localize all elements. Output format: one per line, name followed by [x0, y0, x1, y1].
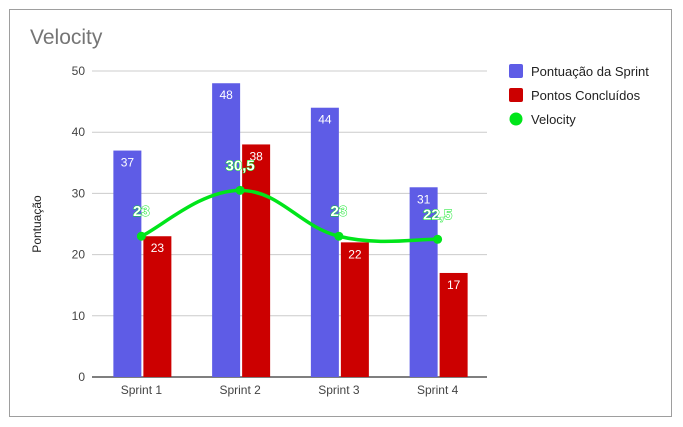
bar-data-label: 48: [219, 88, 233, 102]
x-tick-label: Sprint 2: [219, 383, 261, 397]
y-tick-label: 40: [72, 125, 86, 139]
bar-data-label: 31: [417, 192, 431, 206]
legend-swatch: [509, 112, 523, 126]
chart-title: Velocity: [30, 26, 103, 49]
velocity-point: [433, 234, 443, 244]
velocity-data-label: 23: [133, 203, 150, 220]
bar-data-label: 37: [121, 156, 135, 170]
x-axis-ticks: Sprint 1 Sprint 2 Sprint 3 Sprint 4: [121, 383, 459, 397]
velocity-data-label: 22,5: [423, 206, 452, 223]
bar-data-label: 22: [348, 247, 362, 261]
bar-data-label: 23: [151, 241, 165, 255]
x-tick-label: Sprint 3: [318, 383, 360, 397]
y-tick-label: 50: [72, 64, 86, 78]
bar-data-label: 44: [318, 113, 332, 127]
x-tick-label: Sprint 1: [121, 383, 163, 397]
x-tick-label: Sprint 4: [417, 383, 459, 397]
legend-swatch: [509, 64, 523, 78]
velocity-point: [334, 231, 344, 241]
legend-swatch: [509, 88, 523, 102]
bar-data-label: 38: [249, 149, 263, 163]
bar-pontuacao-2: [212, 83, 241, 378]
bar-pontuacao-3: [310, 107, 339, 377]
velocity-data-label: 23: [331, 203, 348, 220]
velocity-data-label: 30,5: [226, 157, 255, 174]
y-tick-label: 10: [72, 309, 86, 323]
bar-pontuacao-4: [409, 187, 438, 377]
y-axis-label: Pontuação: [30, 195, 44, 253]
velocity-point: [235, 185, 245, 195]
bar-concluidos-2: [242, 144, 271, 377]
y-tick-label: 0: [78, 370, 85, 384]
y-tick-label: 20: [72, 248, 86, 262]
velocity-point: [136, 231, 146, 241]
legend: Pontuação da Sprint Pontos Concluídos Velo…: [509, 64, 649, 127]
legend-label: Pontos Concluídos: [531, 88, 641, 103]
bar-concluidos-3: [340, 242, 369, 377]
y-axis-ticks: 0 10 20 30 40 50: [72, 64, 86, 384]
bar-data-label: 17: [447, 278, 461, 292]
legend-label: Pontuação da Sprint: [531, 64, 649, 79]
bar-concluidos-1: [143, 236, 172, 377]
y-tick-label: 30: [72, 186, 86, 200]
velocity-line: 23 30,5 23 22,5: [133, 157, 453, 244]
bar-concluidos-4: [439, 272, 468, 377]
bar-pontuacao-1: [113, 150, 142, 377]
legend-label: Velocity: [531, 112, 576, 127]
bars: 37 48 44 31 23 38 22 17: [113, 83, 468, 378]
velocity-line-path: [140, 188, 438, 244]
